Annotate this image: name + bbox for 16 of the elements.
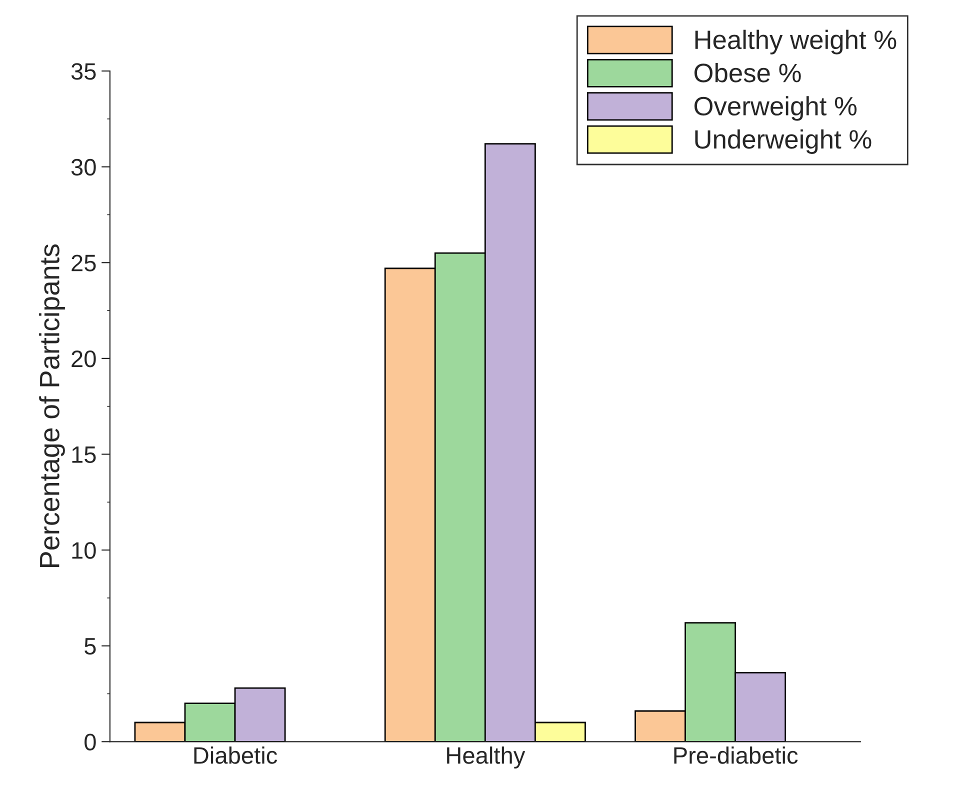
y-tick-label: 25 [72,254,96,272]
y-axis-title: Percentage of Participants [39,244,65,567]
x-tick-label: Diabetic [194,746,278,764]
x-tick-label: Pre-diabetic [674,746,798,764]
y-tick-label: 5 [84,638,96,655]
y-tick-label: 0 [84,734,96,750]
y-tick-label: 10 [72,542,96,559]
y-tick-label: 30 [71,158,96,176]
legend-label: Underweight % [695,129,872,154]
x-tick-label: Healthy [447,746,526,769]
legend-label: Overweight % [694,96,857,121]
legend-label: Healthy weight % [695,30,896,54]
y-tick-label: 20 [72,350,96,368]
legend-label: Obese % [694,62,801,82]
y-tick-label: 35 [71,63,96,80]
y-tick-label: 15 [72,446,96,464]
